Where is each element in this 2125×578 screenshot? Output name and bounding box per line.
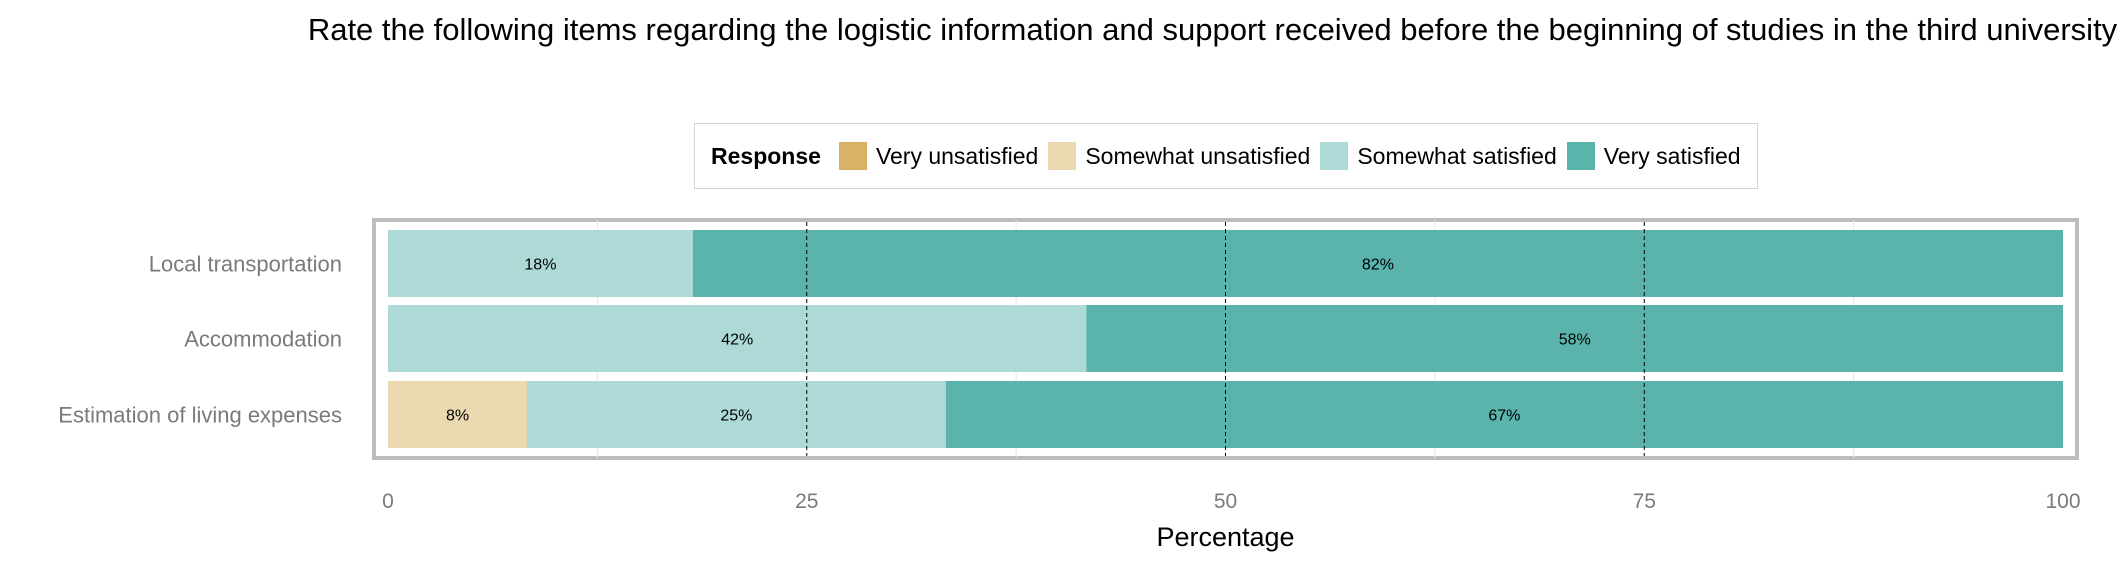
- legend-title: Response: [711, 142, 821, 169]
- bar-accommodation-very-satisfied: [1086, 305, 2063, 372]
- legend-label-somewhat-satisfied: Somewhat satisfied: [1357, 142, 1557, 169]
- data-label-estimation-of-living-expenses-somewhat-satisfied: 25%: [720, 408, 752, 425]
- x-tick-label-25: 25: [795, 490, 818, 513]
- data-label-local-transportation-somewhat-satisfied: 18%: [524, 257, 556, 274]
- legend-item-very-satisfied: Very satisfied: [1566, 142, 1741, 170]
- bar-local-transportation-somewhat-satisfied: [388, 230, 693, 297]
- bar-local-transportation-very-satisfied: [692, 230, 2063, 297]
- data-label-local-transportation-very-satisfied: 82%: [1362, 257, 1394, 274]
- legend-item-very-unsatisfied: Very unsatisfied: [838, 142, 1039, 170]
- legend-item-somewhat-satisfied: Somewhat satisfied: [1320, 142, 1557, 170]
- category-label-estimation-of-living-expenses: Estimation of living expenses: [58, 403, 342, 428]
- data-label-accommodation-somewhat-satisfied: 42%: [721, 332, 753, 349]
- data-label-estimation-of-living-expenses-very-satisfied: 67%: [1488, 408, 1520, 425]
- bar-estimation-of-living-expenses-very-satisfied: [945, 381, 2063, 448]
- x-tick-label-0: 0: [382, 490, 394, 513]
- legend-label-very-satisfied: Very satisfied: [1603, 142, 1741, 169]
- legend-item-somewhat-unsatisfied: Somewhat unsatisfied: [1048, 142, 1310, 170]
- x-tick-label-75: 75: [1633, 490, 1656, 513]
- x-tick-label-50: 50: [1214, 490, 1237, 513]
- data-label-estimation-of-living-expenses-somewhat-unsatisfied: 8%: [446, 408, 469, 425]
- legend-swatch-somewhat-satisfied: [1320, 142, 1349, 170]
- legend-swatch-very-satisfied: [1566, 142, 1595, 170]
- category-label-local-transportation: Local transportation: [149, 252, 342, 277]
- category-label-accommodation: Accommodation: [184, 327, 342, 352]
- legend-label-very-unsatisfied: Very unsatisfied: [875, 142, 1039, 169]
- bar-estimation-of-living-expenses-somewhat-satisfied: [527, 381, 946, 448]
- bar-accommodation-somewhat-satisfied: [388, 305, 1087, 372]
- x-tick-label-100: 100: [2045, 490, 2080, 513]
- legend-label-somewhat-unsatisfied: Somewhat unsatisfied: [1085, 142, 1311, 169]
- chart-title: Rate the following items regarding the l…: [307, 12, 2118, 47]
- data-label-accommodation-very-satisfied: 58%: [1559, 332, 1591, 349]
- legend-swatch-somewhat-unsatisfied: [1048, 142, 1077, 170]
- legend-swatch-very-unsatisfied: [838, 142, 867, 170]
- panel-border: [372, 218, 2079, 460]
- legend: Response Very unsatisfied Somewhat unsat…: [694, 123, 1758, 189]
- bar-estimation-of-living-expenses-somewhat-unsatisfied: [388, 381, 528, 448]
- x-axis-title: Percentage: [1156, 522, 1294, 552]
